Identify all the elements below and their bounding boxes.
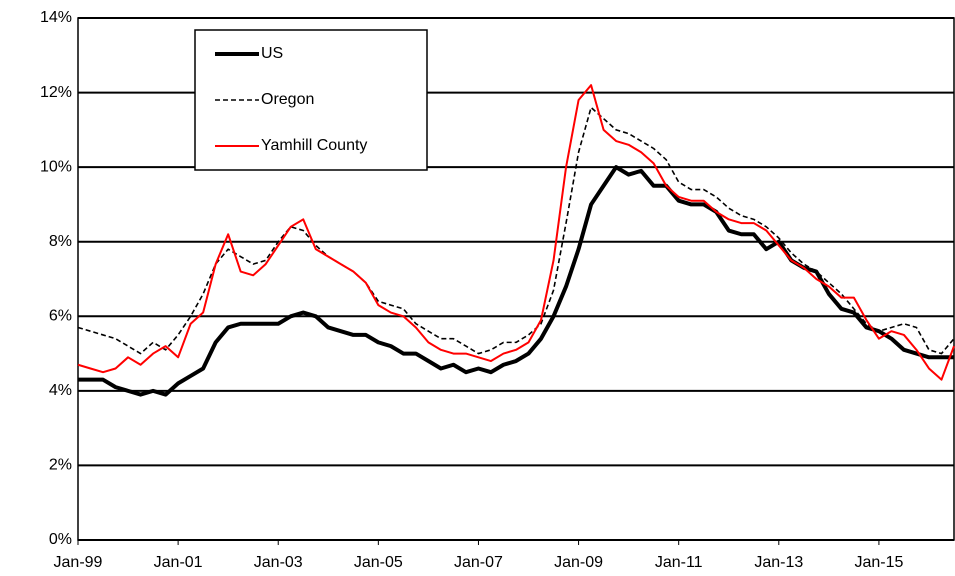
- y-tick-label: 8%: [49, 233, 72, 250]
- x-tick-label: Jan-15: [854, 554, 903, 571]
- y-tick-label: 14%: [40, 9, 72, 26]
- x-tick-label: Jan-11: [655, 554, 703, 571]
- x-tick-label: Jan-07: [454, 554, 503, 571]
- plot-frame: [77, 17, 955, 541]
- x-tick-label: Jan-09: [554, 554, 603, 571]
- legend-label: Oregon: [261, 91, 314, 108]
- x-tick-label: Jan-03: [254, 554, 303, 571]
- y-tick-label: 0%: [49, 531, 72, 548]
- y-tick-label: 2%: [49, 457, 72, 474]
- y-tick-label: 12%: [40, 84, 72, 101]
- y-tick-label: 6%: [49, 308, 72, 325]
- series-line: [78, 165, 954, 397]
- series-line: [77, 84, 955, 381]
- x-tick-label: Jan-99: [54, 554, 103, 571]
- x-tick-label: Jan-01: [154, 554, 203, 571]
- legend-label: Yamhill County: [261, 137, 367, 154]
- series-line: [77, 106, 955, 355]
- legend-label: US: [261, 45, 283, 62]
- x-tick-label: Jan-13: [754, 554, 803, 571]
- y-tick-label: 4%: [49, 382, 72, 399]
- x-tick-label: Jan-05: [354, 554, 403, 571]
- y-tick-label: 10%: [40, 158, 72, 175]
